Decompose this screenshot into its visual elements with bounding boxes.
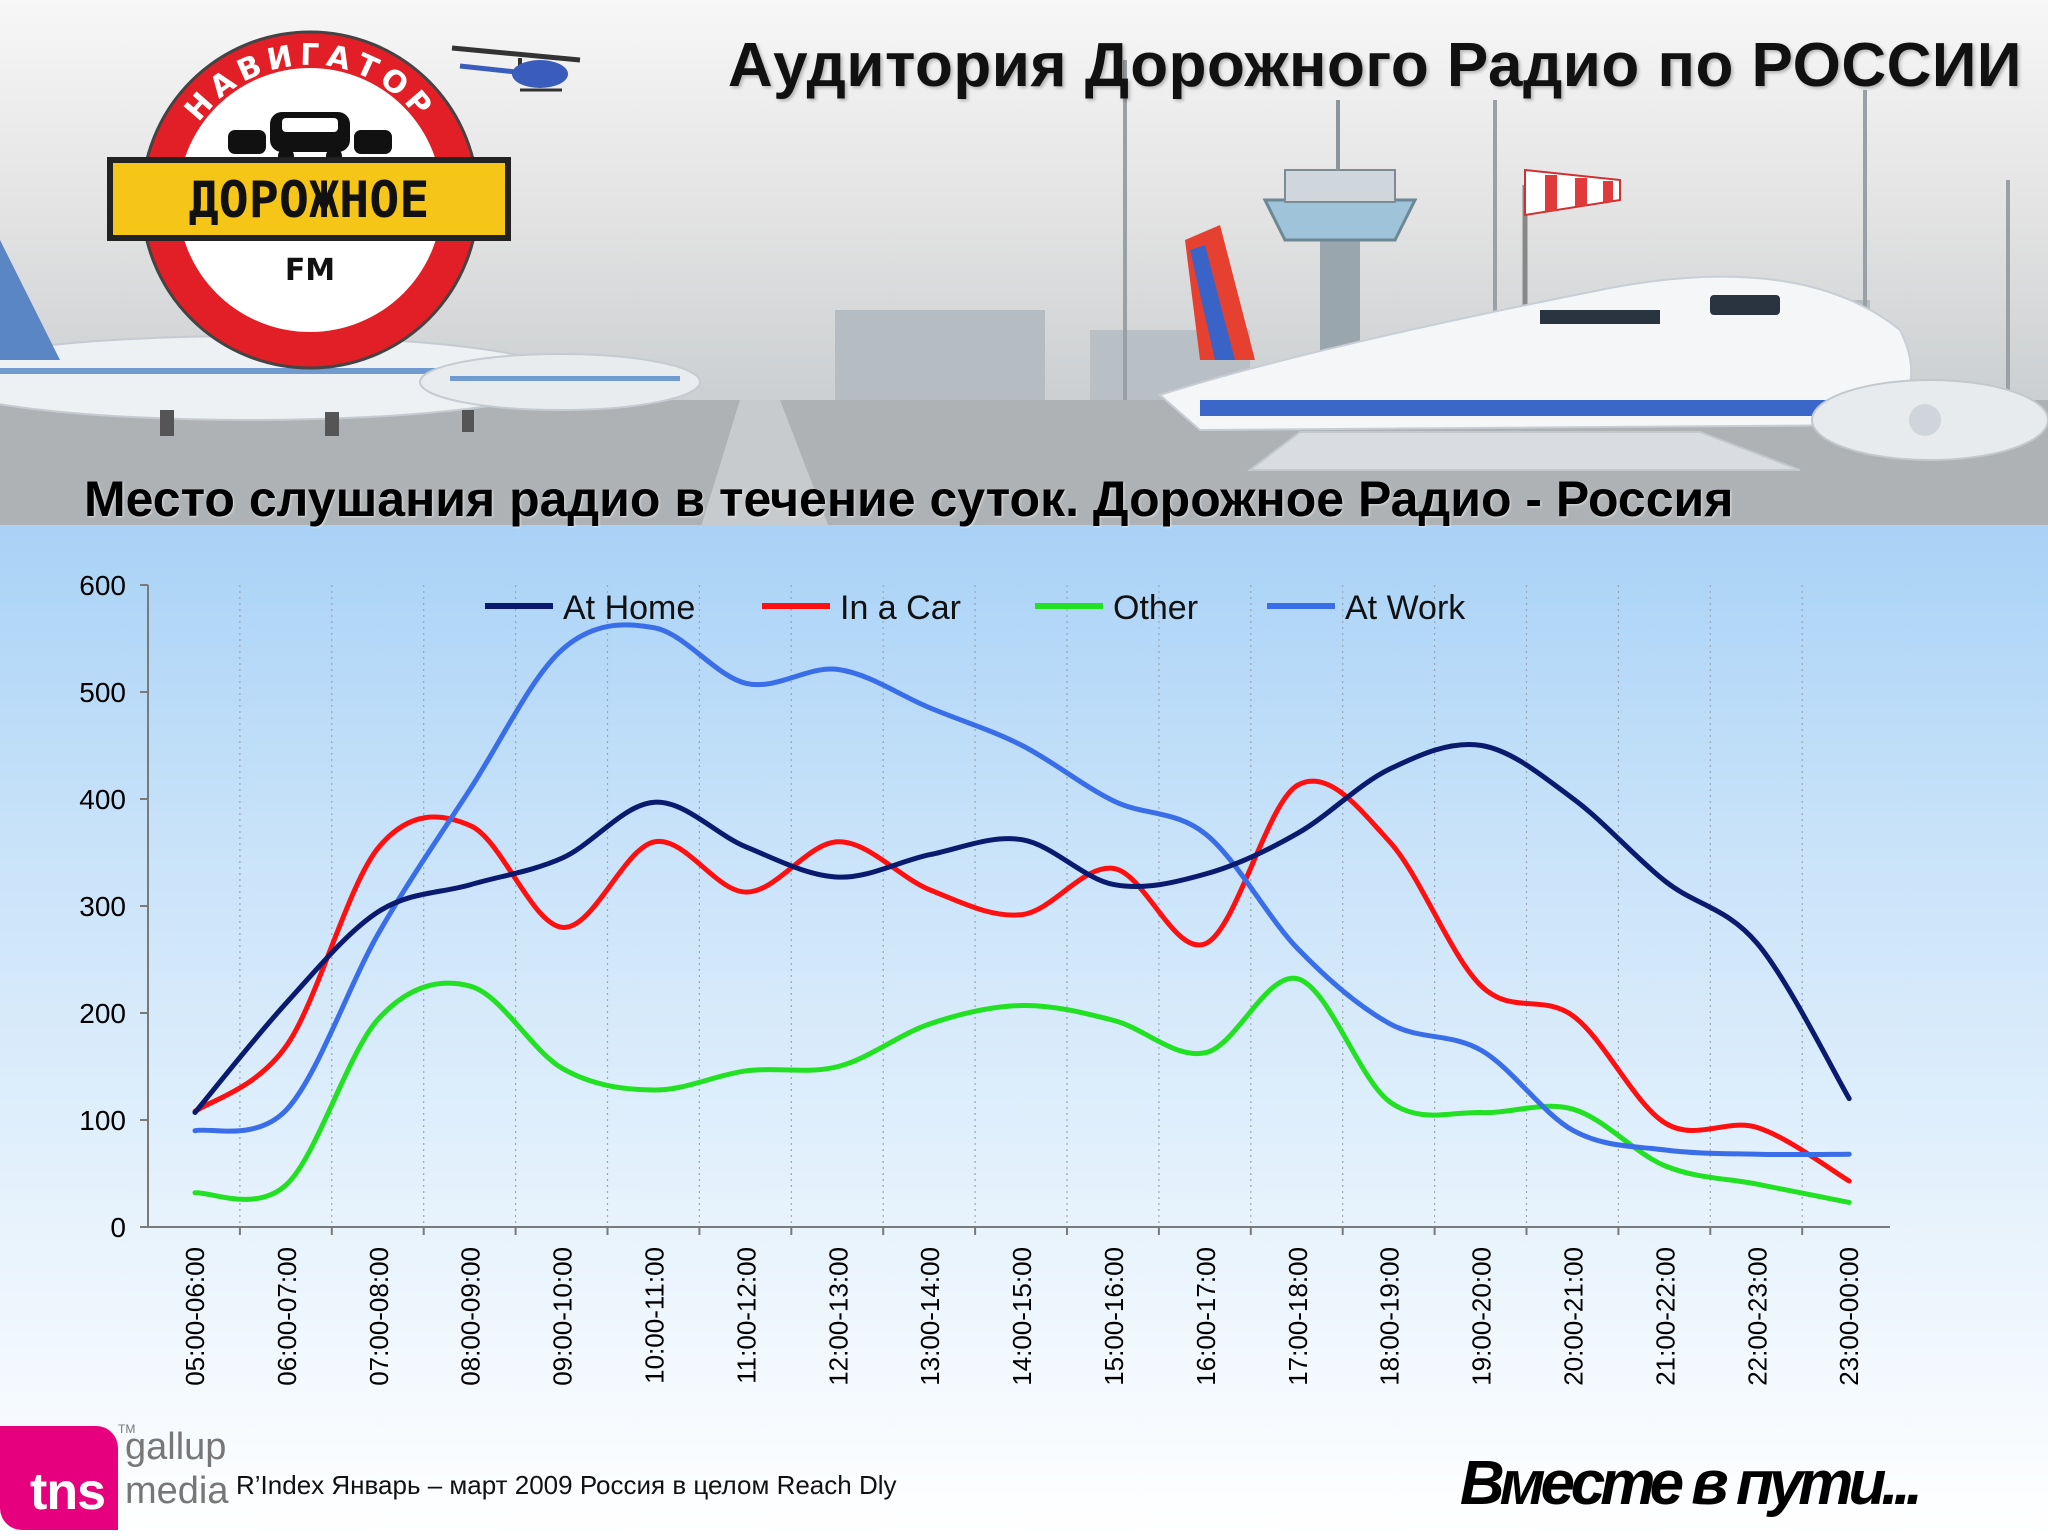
- series-line-at-home: [192, 742, 1852, 1116]
- chart-panel: [0, 525, 2048, 1536]
- x-tick-label: 13:00-14:00: [915, 1247, 945, 1386]
- x-tick-label: 17:00-18:00: [1283, 1247, 1313, 1386]
- chart-legend: At Home In a Car Other At Work: [485, 589, 1466, 627]
- x-tick-label: 20:00-21:00: [1559, 1247, 1589, 1386]
- helicopter-icon: [451, 45, 581, 92]
- logo-name: ДОРОЖНОЕ: [189, 171, 430, 229]
- x-tick-label: 11:00-12:00: [731, 1247, 761, 1384]
- x-tick-label: 06:00-07:00: [272, 1247, 302, 1386]
- y-tick-label: 300: [79, 891, 126, 922]
- y-tick-label: 500: [79, 677, 126, 708]
- chart-axes: 0 100 200 300 400 500 600 05:00-06:00 06:00-07:0…: [79, 570, 1890, 1386]
- tns-word: tns: [30, 1463, 106, 1521]
- slogan: Вместе в пути...: [1459, 1449, 1923, 1518]
- y-tick-label: 400: [79, 784, 126, 815]
- x-tick-label: 10:00-11:00: [640, 1247, 670, 1384]
- x-tick-label: 05:00-06:00: [180, 1247, 210, 1386]
- chart-grid: [239, 585, 1803, 1227]
- x-tick-label: 21:00-22:00: [1650, 1247, 1680, 1386]
- chart-subtitle: Место слушания радио в течение суток. До…: [84, 471, 1734, 527]
- cars-icon: [228, 112, 392, 164]
- control-tower: [1262, 100, 1418, 400]
- x-tick-label: 23:00-00:00: [1834, 1247, 1864, 1386]
- y-tick-label: 100: [79, 1105, 126, 1136]
- legend-label-at-home: At Home: [563, 589, 695, 627]
- x-tick-label: 22:00-23:00: [1742, 1247, 1772, 1386]
- source-note: R’Index Январь – март 2009 Россия в цело…: [236, 1470, 897, 1500]
- chart-series: [192, 622, 1852, 1205]
- x-tick-label: 18:00-19:00: [1375, 1247, 1405, 1386]
- tm-mark: TM: [118, 1422, 136, 1436]
- x-tick-label: 14:00-15:00: [1007, 1247, 1037, 1386]
- media-word: media: [125, 1470, 229, 1512]
- x-tick-label: 09:00-10:00: [548, 1247, 578, 1386]
- legend-label-at-work: At Work: [1345, 589, 1466, 627]
- legend-label-other: Other: [1113, 589, 1198, 627]
- logo-fm: FM: [285, 253, 335, 288]
- tns-box: [0, 1426, 118, 1530]
- tns-gallup-media-logo: tns TM gallup media: [0, 1422, 230, 1532]
- windsock: [1522, 168, 1621, 320]
- y-tick-label: 0: [110, 1212, 126, 1243]
- left-airplanes: [0, 240, 701, 436]
- dorozhnoe-radio-logo: НАВИГАТОР РАДИО ДОРОЖНОЕ FM: [107, 30, 511, 370]
- right-airplane: [1158, 225, 2048, 471]
- series-line-other: [192, 975, 1852, 1205]
- x-tick-label: 07:00-08:00: [364, 1247, 394, 1386]
- legend-label-in-a-car: In a Car: [840, 589, 961, 627]
- page-title: Аудитория Дорожного Радио по РОССИИ: [727, 31, 2022, 100]
- x-tick-label: 12:00-13:00: [823, 1247, 853, 1386]
- y-tick-label: 600: [79, 570, 126, 601]
- x-tick-label: 19:00-20:00: [1467, 1247, 1497, 1386]
- x-tick-label: 15:00-16:00: [1099, 1247, 1129, 1386]
- gallup-word: gallup: [125, 1426, 227, 1468]
- series-line-at-work: [192, 622, 1852, 1158]
- x-tick-label: 16:00-17:00: [1191, 1247, 1221, 1386]
- y-tick-label: 200: [79, 998, 126, 1029]
- airport-background: [0, 45, 2048, 530]
- series-line-in-a-car: [192, 778, 1852, 1184]
- header-banner: НАВИГАТОР РАДИО ДОРОЖНОЕ FM Аудитория До…: [0, 0, 2048, 530]
- x-tick-label: 08:00-09:00: [456, 1247, 486, 1386]
